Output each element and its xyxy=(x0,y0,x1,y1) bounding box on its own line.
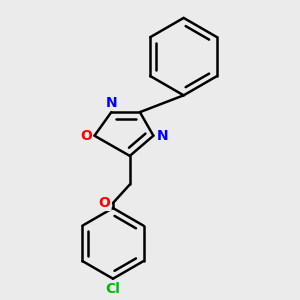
Text: N: N xyxy=(157,129,169,143)
Text: Cl: Cl xyxy=(106,282,120,296)
Text: N: N xyxy=(106,96,117,110)
Text: O: O xyxy=(99,196,110,210)
Text: O: O xyxy=(80,129,92,143)
